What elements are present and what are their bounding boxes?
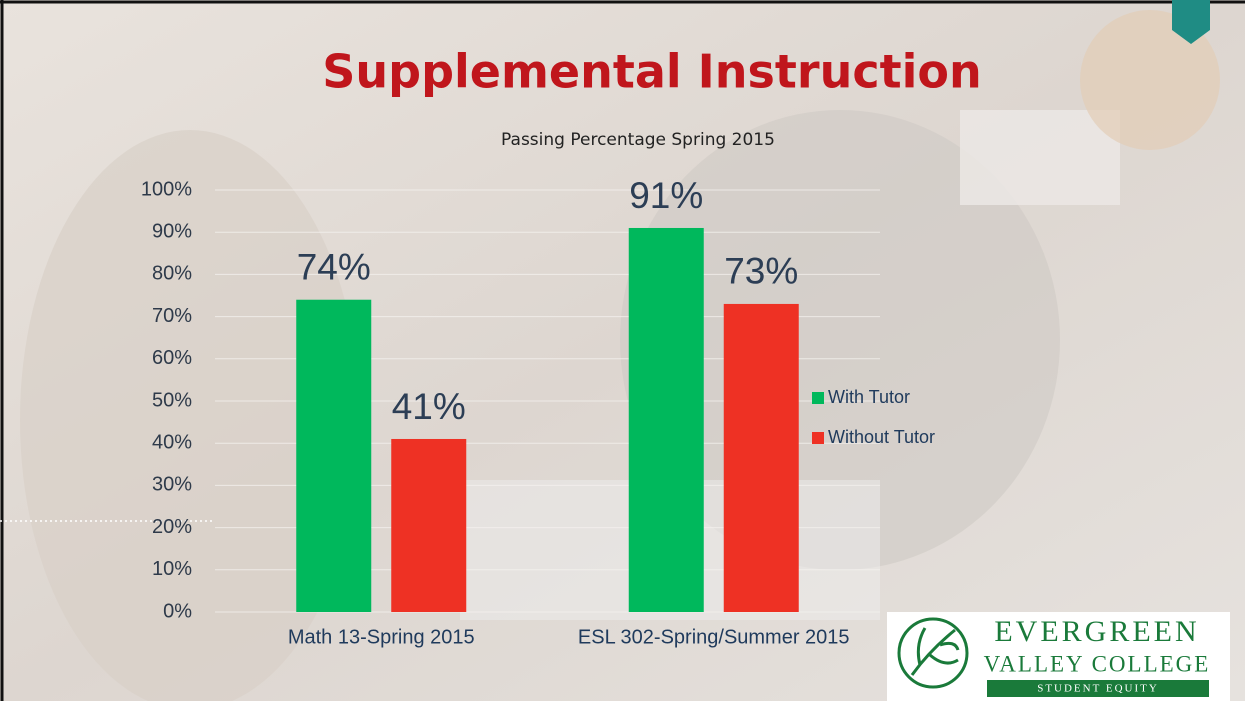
bar — [724, 304, 799, 612]
y-tick-label: 30% — [152, 474, 192, 496]
logo-text: STUDENT EQUITY — [1037, 683, 1159, 695]
legend-swatch — [812, 392, 824, 404]
bar — [629, 228, 704, 612]
y-tick-label: 0% — [163, 600, 192, 622]
legend-swatch — [812, 432, 824, 444]
x-tick-label: Math 13-Spring 2015 — [288, 626, 475, 648]
value-label: 73% — [724, 251, 798, 292]
chart-title: Supplemental Instruction — [322, 45, 981, 99]
bar — [296, 300, 371, 612]
y-tick-label: 20% — [152, 516, 192, 538]
y-tick-label: 90% — [152, 220, 192, 242]
y-tick-label: 50% — [152, 389, 192, 411]
y-tick-label: 100% — [141, 178, 192, 200]
value-label: 41% — [392, 386, 466, 427]
x-tick-label: ESL 302-Spring/Summer 2015 — [578, 626, 850, 648]
y-tick-label: 80% — [152, 263, 192, 285]
slide: Supplemental Instruction Passing Percent… — [0, 0, 1245, 701]
y-tick-label: 70% — [152, 305, 192, 327]
y-tick-label: 10% — [152, 558, 192, 580]
y-tick-label: 60% — [152, 347, 192, 369]
chart-subtitle: Passing Percentage Spring 2015 — [501, 130, 775, 150]
logo-text: EVERGREEN — [994, 615, 1199, 648]
value-label: 74% — [297, 247, 371, 288]
legend-label: Without Tutor — [828, 427, 935, 447]
y-tick-label: 40% — [152, 431, 192, 453]
value-label: 91% — [629, 175, 703, 216]
logo-text: VALLEY COLLEGE — [984, 651, 1211, 676]
bar — [391, 439, 466, 612]
legend-label: With Tutor — [828, 387, 910, 407]
